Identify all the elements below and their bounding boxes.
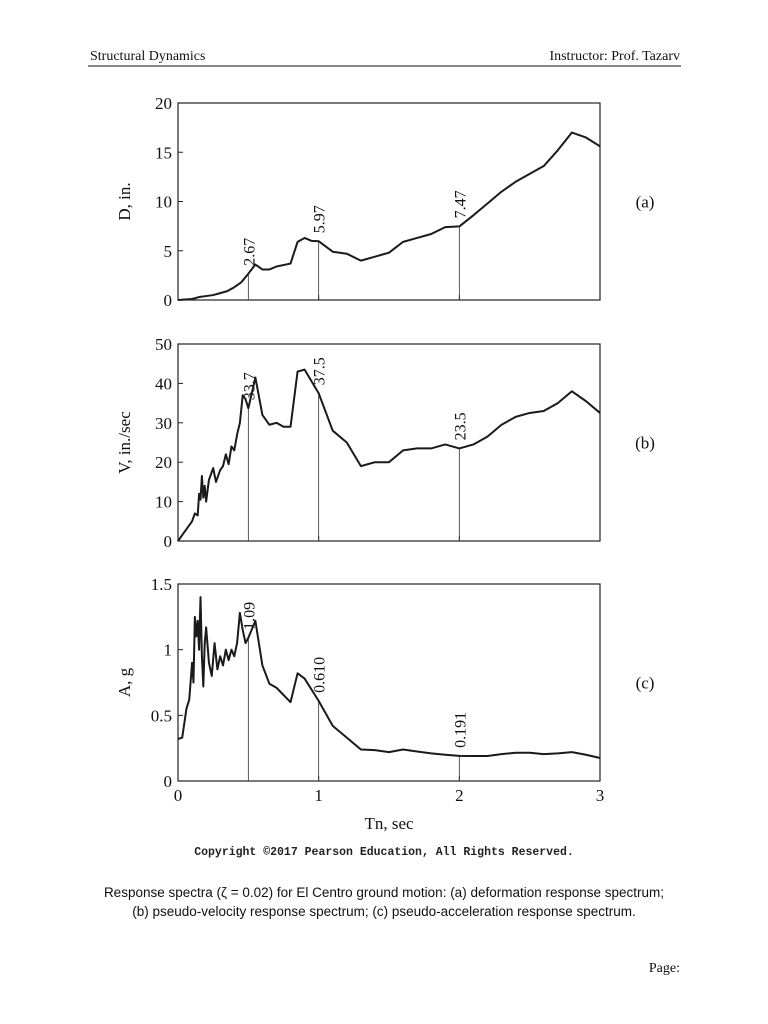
y-tick-label: 0	[164, 772, 173, 791]
panel-label: (b)	[635, 434, 655, 453]
y-tick-label: 20	[155, 94, 172, 113]
plot-frame	[177, 583, 601, 782]
header-left: Structural Dynamics	[90, 49, 205, 64]
y-tick-label: 15	[155, 143, 172, 162]
panel-label: (a)	[636, 193, 655, 212]
footer: Page:	[649, 961, 680, 976]
annotation-label: 0.191	[452, 712, 469, 748]
x-tick-label: 2	[455, 786, 464, 805]
annotation-label: 2.67	[241, 238, 258, 266]
y-tick-label: 10	[155, 493, 172, 512]
annotation-label: 5.97	[312, 205, 329, 233]
y-tick-label: 0	[164, 532, 173, 551]
y-tick-label: 0	[164, 291, 173, 310]
annotation-label: 0.610	[312, 657, 329, 693]
x-tick-label: 0	[174, 786, 183, 805]
header-right: Instructor: Prof. Tazarv	[549, 49, 680, 64]
y-tick-label: 1	[164, 641, 173, 660]
data-line	[177, 131, 601, 301]
plot-frame	[177, 343, 601, 542]
y-tick-label: 30	[155, 414, 172, 433]
panel-label: (c)	[636, 674, 655, 693]
y-tick-label: 1.5	[151, 575, 172, 594]
y-tick-label: 20	[155, 453, 172, 472]
y-tick-label: 0.5	[151, 706, 172, 725]
y-tick-label: 5	[164, 242, 173, 261]
y-tick-label: 10	[155, 193, 172, 212]
x-tick-label: 1	[314, 786, 323, 805]
data-line	[177, 368, 601, 542]
annotation-label: 23.5	[452, 412, 469, 440]
y-axis-label: A, g	[115, 667, 134, 697]
annotation-label: 7.47	[452, 190, 469, 218]
x-axis-label: Tn, sec	[364, 814, 414, 833]
caption-line: Response spectra (ζ = 0.02) for El Centr…	[104, 885, 664, 900]
y-tick-label: 50	[155, 335, 172, 354]
y-axis-label: V, in./sec	[115, 411, 134, 474]
annotation-label: 37.5	[312, 357, 329, 385]
y-axis-label: D, in.	[115, 182, 134, 220]
data-line	[177, 596, 601, 759]
x-tick-label: 3	[596, 786, 605, 805]
caption-line: (b) pseudo-velocity response spectrum; (…	[132, 904, 635, 919]
copyright: Copyright ©2017 Pearson Education, All R…	[194, 846, 574, 859]
y-tick-label: 40	[155, 374, 172, 393]
